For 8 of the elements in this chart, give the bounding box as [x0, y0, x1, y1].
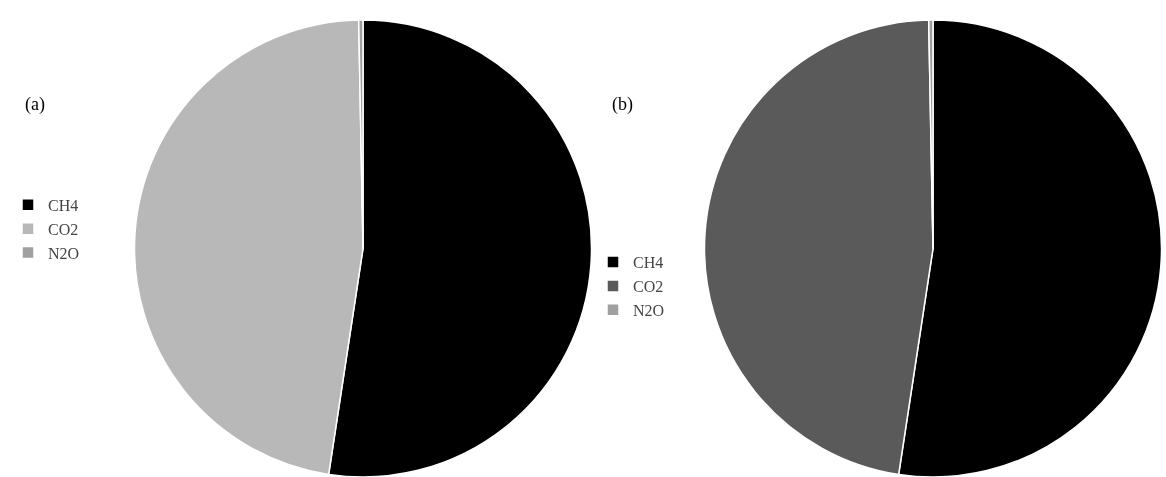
text: (b) — [612, 94, 633, 115]
text: (a) — [25, 94, 45, 115]
legend-label: CH4 — [633, 254, 664, 272]
legend-label: CO2 — [633, 278, 664, 296]
legend-label: N2O — [633, 301, 665, 319]
legend-label: CH4 — [48, 197, 79, 215]
legend-label: N2O — [48, 244, 80, 262]
legend-label: CO2 — [48, 220, 79, 238]
